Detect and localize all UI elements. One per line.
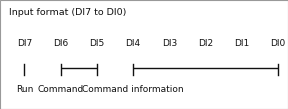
Text: DI3: DI3	[162, 39, 177, 48]
Text: Input format (DI7 to DI0): Input format (DI7 to DI0)	[9, 8, 126, 17]
Text: DI4: DI4	[126, 39, 141, 48]
Text: DI6: DI6	[53, 39, 68, 48]
Text: Run: Run	[16, 85, 33, 94]
Text: Command information: Command information	[82, 85, 184, 94]
Text: DI7: DI7	[17, 39, 32, 48]
Text: DI1: DI1	[234, 39, 249, 48]
Text: DI2: DI2	[198, 39, 213, 48]
Text: DI0: DI0	[270, 39, 285, 48]
Text: DI5: DI5	[89, 39, 105, 48]
Text: Command: Command	[37, 85, 84, 94]
